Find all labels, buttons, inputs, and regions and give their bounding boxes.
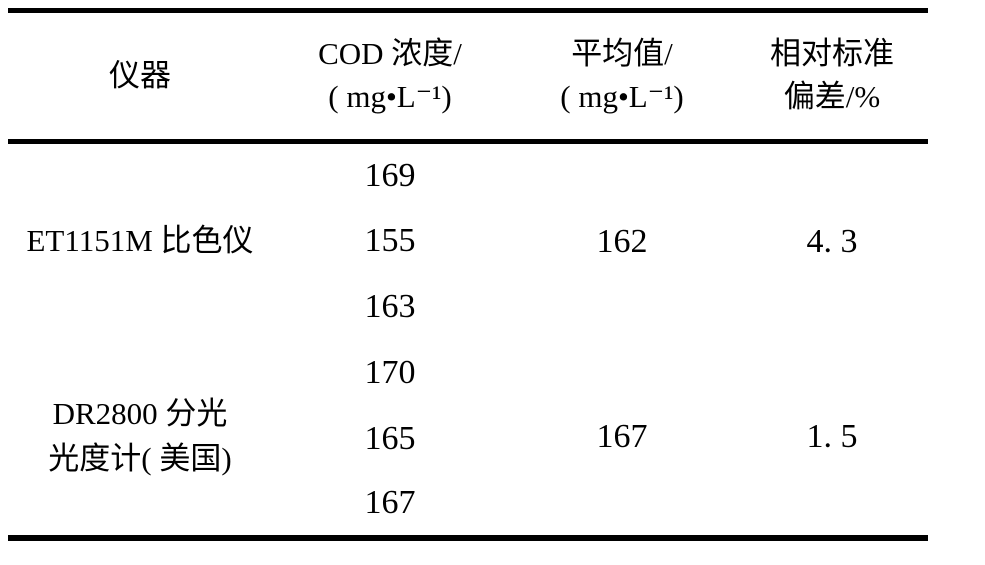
table-header: 仪器 COD 浓度/ ( mg•L⁻¹) 平均值/ ( mg•L⁻¹) 相对标准… — [8, 10, 928, 144]
instrument-name-line: ET1151M 比色仪 — [26, 223, 254, 259]
table-row: 163 — [8, 274, 928, 340]
reading-value: 169 — [364, 156, 416, 194]
table-row: ET1151M 比色仪 169 162 4. 3 — [8, 142, 928, 260]
reading-value: 165 — [364, 419, 416, 457]
instrument-name-line: DR2800 分光 — [52, 396, 228, 432]
rsd-value: 4. 3 — [806, 222, 858, 260]
reading-value: 167 — [364, 484, 416, 521]
header-cod-line1: COD 浓度/ — [318, 36, 462, 72]
table-body: ET1151M 比色仪 169 162 4. 3 155 163 DR2800 … — [8, 142, 928, 538]
column-header-mean: 平均值/ ( mg•L⁻¹) — [508, 10, 736, 144]
rsd-value: 1. 5 — [806, 418, 858, 455]
reading-value: 163 — [364, 287, 416, 325]
mean-value: 167 — [596, 418, 648, 455]
reading-value: 155 — [364, 221, 416, 259]
table-row: 155 — [8, 208, 928, 274]
header-rsd-line2: 偏差/% — [783, 79, 881, 114]
header-instrument-label: 仪器 — [109, 57, 171, 93]
mean-value: 162 — [596, 222, 648, 260]
cod-comparison-table: 仪器 COD 浓度/ ( mg•L⁻¹) 平均值/ ( mg•L⁻¹) 相对标准… — [8, 8, 928, 541]
column-header-instrument: 仪器 — [8, 10, 272, 144]
header-cod-unit: ( mg•L⁻¹) — [328, 79, 452, 114]
header-row: 仪器 COD 浓度/ ( mg•L⁻¹) 平均值/ ( mg•L⁻¹) 相对标准… — [8, 10, 928, 144]
reading-value: 170 — [364, 353, 416, 391]
header-mean-unit: ( mg•L⁻¹) — [560, 79, 684, 114]
column-header-cod-concentration: COD 浓度/ ( mg•L⁻¹) — [272, 10, 508, 144]
header-mean-line1: 平均值/ — [571, 36, 673, 72]
column-header-rsd: 相对标准 偏差/% — [736, 10, 928, 144]
table-row: 165 — [8, 406, 928, 472]
instrument-cell-et1151m: ET1151M 比色仪 — [8, 142, 272, 340]
header-rsd-line1: 相对标准 — [770, 36, 894, 72]
instrument-cell-dr2800: DR2800 分光 光度计( 美国) — [8, 340, 272, 538]
instrument-name-line: 光度计( 美国) — [48, 441, 232, 476]
table-row: 167 — [8, 472, 928, 538]
table-row: DR2800 分光 光度计( 美国) 170 167 1. 5 — [8, 340, 928, 477]
